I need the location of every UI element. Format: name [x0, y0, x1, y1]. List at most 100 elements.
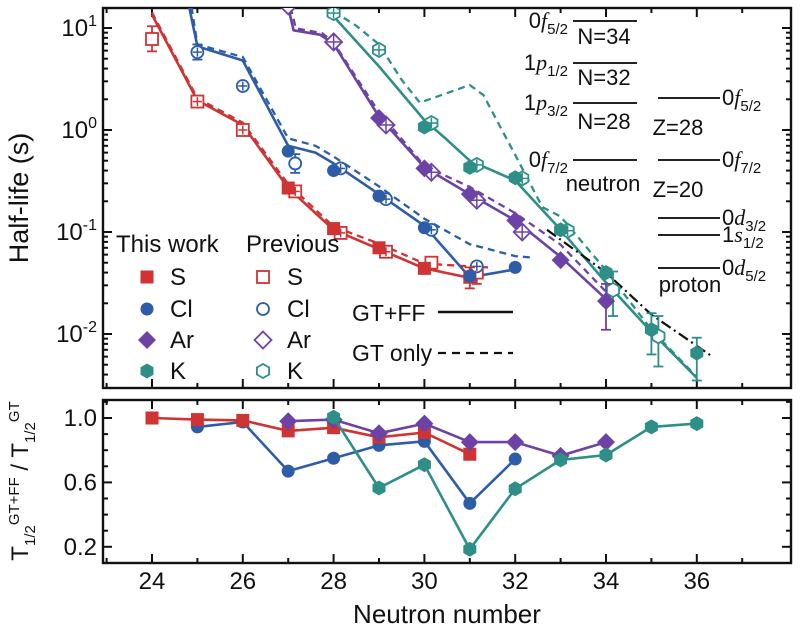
- point-K-this_work-n34: [599, 265, 613, 281]
- orbital-j: 5/2: [547, 21, 568, 38]
- bottom-ytick-label: 1.0: [64, 405, 97, 432]
- legend-label-S-this: S: [170, 264, 186, 291]
- point-Cl-this_work-n32: [508, 260, 522, 274]
- orbital-label: 0d3/2: [722, 205, 766, 235]
- theory-line-S-GTonly: [150, 11, 489, 269]
- ytick-mantissa: 10: [61, 15, 88, 42]
- point-Cl-previous-n27: [288, 156, 303, 171]
- top-ytick-label: 10-2: [56, 319, 97, 348]
- orbital-n: 1: [524, 50, 536, 75]
- orbital-letter: d: [734, 205, 746, 230]
- top-panel-frame: [101, 6, 793, 390]
- ylabel-part: 1/2: [22, 525, 39, 546]
- point-Cl-this_work-n27: [281, 144, 295, 158]
- series-Cl-this_work: [281, 144, 522, 283]
- orbital-letter: p: [534, 90, 547, 115]
- ratio-point-K-n28: [327, 409, 341, 425]
- bottom-yaxis-title: T1/2GT+FF / T1/2GT: [6, 401, 39, 560]
- legend-marker-K-open: [255, 362, 271, 380]
- orbital-label: 0f5/2: [722, 85, 761, 115]
- legend-label-Cl-this: Cl: [170, 296, 193, 323]
- ytick-exponent: 1: [88, 13, 97, 30]
- point-Ar-this_work-n31: [460, 185, 479, 204]
- point-K-this_work-n32: [508, 170, 522, 186]
- ratio-point-S-n31: [463, 447, 477, 461]
- orbital-j: 5/2: [740, 98, 761, 115]
- ratio-line-S: [151, 416, 471, 456]
- orbital-n: 0: [529, 8, 541, 33]
- ratio-point-Cl-n28: [327, 451, 341, 465]
- bottom-ytick-label: 0.6: [64, 469, 97, 496]
- ratio-point-K-n29: [372, 480, 386, 496]
- orbital-label: 0f5/2: [529, 8, 568, 38]
- legend-label-gtonly: GT only: [352, 340, 433, 366]
- ratio-point-K-n36: [690, 416, 704, 432]
- orbital-j: 7/2: [547, 160, 568, 177]
- point-K-this_work-n33: [554, 222, 568, 238]
- theory-line-S-GTFF: [150, 14, 471, 280]
- ratio-point-Cl-n32: [508, 452, 522, 466]
- ylabel-part: T: [7, 546, 34, 561]
- ratio-point-K-n34: [599, 447, 613, 463]
- ratio-point-Cl-n31: [463, 496, 477, 510]
- ratio-point-Ar-n34: [597, 433, 615, 452]
- point-Cl-this_work-n29: [372, 189, 386, 203]
- point-Ar-previous-n27: [280, 8, 296, 16]
- orbital-label: 0f7/2: [722, 147, 761, 177]
- point-Ar-this_work-n34: [597, 292, 615, 311]
- shell-scheme: 0f5/21p1/21p3/20f7/2N=34N=32N=28neutron0…: [524, 8, 766, 297]
- orbital-j: 1/2: [547, 63, 568, 80]
- ylabel-part: GT: [6, 401, 23, 422]
- series-K-previous: [326, 8, 666, 368]
- top-ytick-label: 101: [61, 13, 97, 42]
- xtick-label: 32: [502, 568, 529, 595]
- ratio-point-S-n26: [236, 413, 250, 427]
- neutron-gap-label: N=32: [577, 65, 630, 90]
- legend-marker-Cl-filled: [140, 302, 154, 316]
- bottom-panel-series: [145, 409, 704, 557]
- theory-line-Ar-GTFF: [287, 8, 607, 301]
- orbital-letter: p: [534, 50, 547, 75]
- orbital-j: 3/2: [745, 218, 766, 235]
- xtick-label: 28: [320, 568, 347, 595]
- ytick-exponent: -2: [83, 319, 97, 336]
- xtick-label: 36: [683, 568, 710, 595]
- point-S-this_work-n30: [417, 261, 431, 275]
- point-Ar-this_work-n30: [415, 159, 434, 178]
- series-Ar-this_work: [370, 109, 615, 331]
- ratio-point-K-n35: [644, 419, 658, 435]
- legend-marker-S-filled: [140, 270, 154, 284]
- ratio-line-Ar: [288, 418, 607, 458]
- orbital-letter: s: [734, 222, 743, 247]
- legend-marker-Ar-filled: [138, 331, 156, 349]
- theory-line-K-GTFF: [332, 15, 698, 379]
- point-Ar-this_work-n32: [506, 211, 525, 230]
- ratio-point-S-n25: [190, 413, 204, 427]
- point-S-this_work-n28: [327, 222, 341, 236]
- point-Cl-this_work-n30: [417, 221, 431, 235]
- ytick-mantissa: 10: [56, 219, 83, 246]
- legend-label-Cl-prev: Cl: [287, 296, 310, 323]
- point-Ar-this_work-n29: [370, 109, 388, 128]
- ratio-series-K: [327, 409, 704, 557]
- point-K-this_work-n35: [644, 322, 658, 338]
- theory-line-K-reference: [546, 228, 712, 357]
- top-panel-series: [145, 8, 712, 382]
- ylabel-part: GT+FF: [6, 477, 23, 525]
- legend: This work Previous S S Cl Cl Ar Ar K K GT+FF GT onl…: [116, 231, 513, 385]
- point-S-this_work-n27: [281, 181, 295, 195]
- orbital-j: 1/2: [743, 235, 764, 252]
- ratio-point-K-n30: [417, 457, 431, 473]
- series-S-this_work: [281, 181, 477, 290]
- neutron-gap-label: N=34: [577, 24, 630, 49]
- ratio-point-K-n33: [554, 452, 568, 468]
- legend-label-S-prev: S: [287, 264, 303, 291]
- orbital-label: 1p1/2: [524, 50, 568, 80]
- proton-title: proton: [659, 272, 721, 297]
- ytick-exponent: 0: [88, 115, 97, 132]
- point-S-this_work-n29: [372, 241, 386, 255]
- ratio-point-Ar-n29: [370, 424, 388, 443]
- legend-label-K-prev: K: [287, 358, 303, 385]
- ylabel-part: / T: [7, 443, 34, 478]
- series-K-this_work: [417, 119, 704, 382]
